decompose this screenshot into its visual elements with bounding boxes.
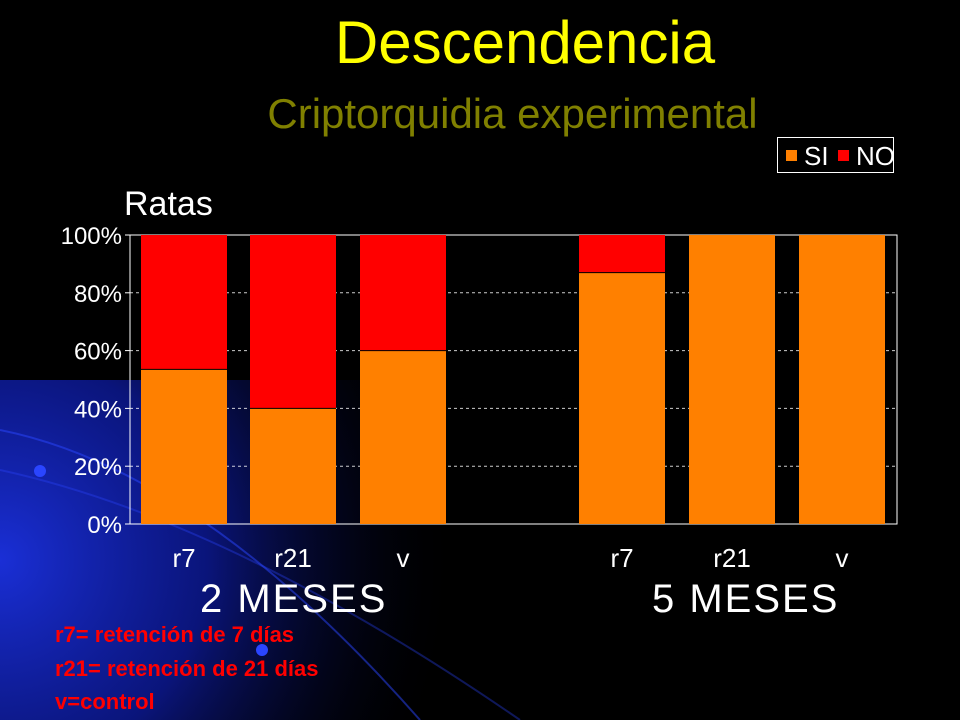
bar-si [141,369,227,524]
bar-si [689,235,775,524]
bar-si [250,408,336,524]
chart-label: Ratas [124,185,213,223]
note-r21: r21= retención de 21 días [55,656,319,681]
slide-title: Descendencia [334,9,716,76]
bar-no [360,235,446,351]
note-r7: r7= retención de 7 días [55,622,295,647]
bar-no [579,235,665,273]
plot-area [129,234,898,525]
y-tick-label: 60% [74,339,122,366]
slide-subtitle: Criptorquidia experimental [267,90,758,137]
chart-legend: SI NO [777,137,895,173]
y-tick-label: 40% [74,396,122,423]
legend-label-no: NO [856,141,895,171]
x-tick-label: r7 [610,543,633,573]
bar-si [360,350,446,524]
x-tick-label: r21 [274,543,312,573]
bar-no [250,235,336,409]
legend-label-si: SI [804,141,829,171]
bar-si [579,272,665,524]
note-v: v=control [55,689,155,714]
legend-swatch-si [786,150,797,161]
y-tick-label: 80% [74,281,122,308]
bar-no [141,235,227,370]
x-tick-label: r7 [172,543,195,573]
bar-si [799,235,885,524]
group-label-5-meses: 5 MESES [652,577,840,621]
legend-swatch-no [838,150,849,161]
y-tick-label: 20% [74,454,122,481]
y-tick-label: 100% [61,223,122,250]
x-tick-label: r21 [713,543,751,573]
x-tick-label: v [397,543,410,573]
y-tick-label: 0% [87,512,122,539]
group-label-2-meses: 2 MESES [200,577,388,621]
x-tick-label: v [836,543,849,573]
